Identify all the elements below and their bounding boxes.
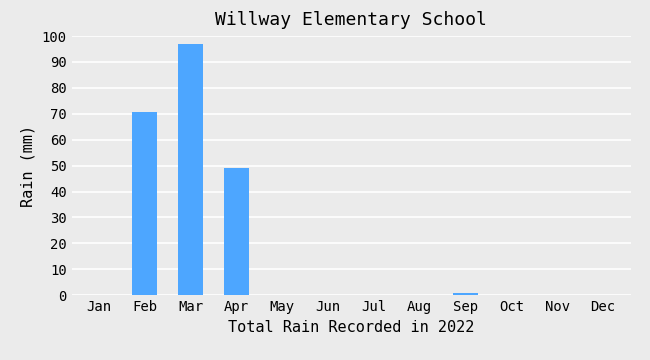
Bar bbox=[224, 168, 249, 295]
Bar bbox=[132, 112, 157, 295]
Bar bbox=[453, 293, 478, 295]
Y-axis label: Rain (mm): Rain (mm) bbox=[21, 125, 36, 207]
Title: Willway Elementary School: Willway Elementary School bbox=[215, 11, 487, 29]
Bar bbox=[178, 44, 203, 295]
X-axis label: Total Rain Recorded in 2022: Total Rain Recorded in 2022 bbox=[227, 320, 474, 334]
